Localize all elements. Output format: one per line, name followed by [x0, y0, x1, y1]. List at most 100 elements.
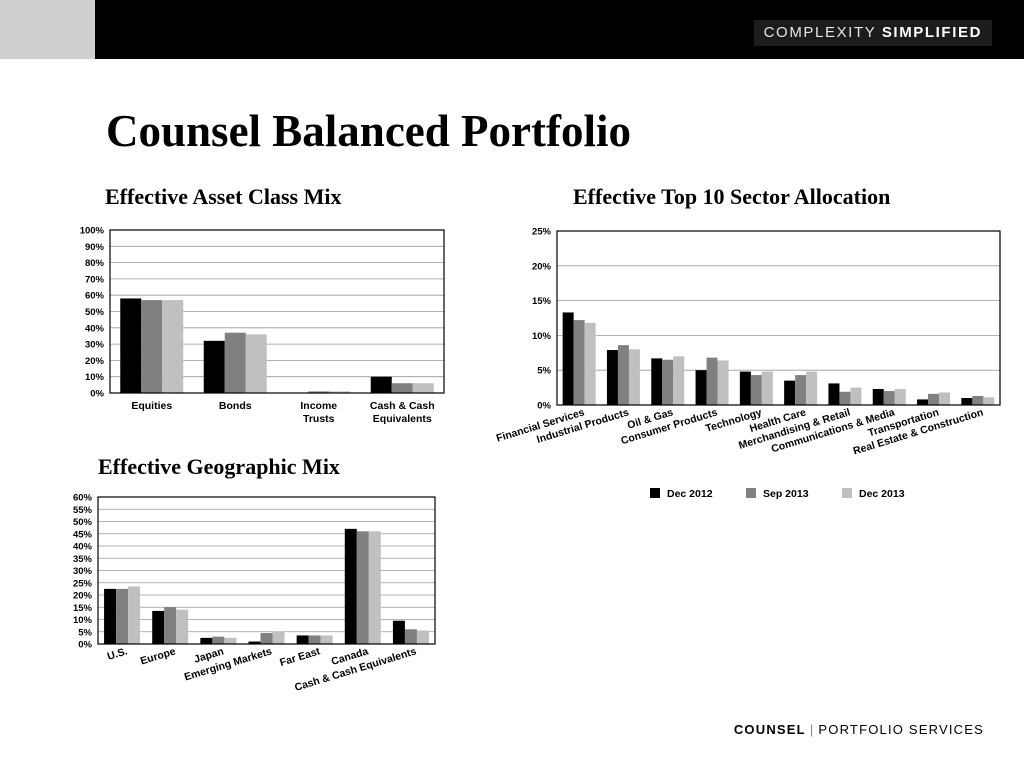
- bar-dec-2012-real-estate-and-construction: [961, 398, 973, 405]
- x-category-label: Equities: [131, 400, 172, 412]
- y-tick-label: 50%: [85, 307, 105, 318]
- bar-dec-2013-cash-and-cash-equivalents: [412, 383, 434, 393]
- bar-dec-2012-cash-and-cash-equivalents: [370, 376, 392, 393]
- bar-dec-2012-financial-services: [562, 312, 574, 405]
- bar-sep-2013-transportation: [928, 393, 940, 405]
- footer-division: PORTFOLIO SERVICES: [818, 722, 984, 737]
- y-tick-label: 20%: [85, 356, 105, 367]
- bar-dec-2013-consumer-products: [717, 360, 729, 405]
- y-tick-label: 15%: [532, 296, 552, 307]
- legend-swatch-dec-2013: [842, 488, 852, 498]
- footer-company: COUNSEL: [733, 722, 806, 737]
- legend-label: Sep 2013: [763, 488, 809, 500]
- bar-dec-2013-transportation: [939, 392, 951, 405]
- y-tick-label: 20%: [532, 261, 552, 272]
- y-tick-label: 0%: [90, 389, 104, 400]
- y-tick-label: 40%: [85, 323, 105, 334]
- bar-dec-2013-europe: [176, 609, 189, 644]
- bar-sep-2013-industrial-products: [617, 345, 629, 405]
- y-tick-label: 30%: [85, 340, 105, 351]
- x-category-label: Europe: [139, 645, 177, 667]
- legend-label: Dec 2012: [667, 488, 713, 500]
- bar-sep-2013-income-trusts: [308, 391, 330, 393]
- x-category-label: U.S.: [106, 645, 129, 662]
- y-tick-label: 0%: [537, 401, 551, 412]
- bar-dec-2012-transportation: [917, 399, 929, 405]
- bar-dec-2012-emerging-markets: [248, 641, 261, 644]
- bar-dec-2012-cash-and-cash-equivalents: [392, 620, 405, 644]
- y-tick-label: 100%: [80, 226, 105, 237]
- top-bar-gray-block: [0, 0, 95, 59]
- legend-swatch-sep-2013: [746, 488, 756, 498]
- bar-dec-2013-merchandising-and-retail: [850, 387, 862, 405]
- y-tick-label: 10%: [73, 615, 93, 626]
- x-category-label: Equivalents: [373, 413, 432, 425]
- bar-dec-2012-industrial-products: [606, 350, 618, 405]
- legend-swatch-dec-2012: [650, 488, 660, 498]
- y-tick-label: 25%: [532, 227, 552, 238]
- x-category-label: Cash & Cash: [370, 400, 435, 412]
- bar-sep-2013-merchandising-and-retail: [839, 391, 851, 405]
- asset-class-chart-title: Effective Asset Class Mix: [105, 184, 342, 209]
- x-category-label: Trusts: [303, 413, 335, 425]
- y-tick-label: 5%: [537, 366, 551, 377]
- bar-dec-2013-bonds: [245, 334, 267, 393]
- bar-sep-2013-oil-and-gas: [662, 359, 674, 405]
- bar-dec-2012-far-east: [296, 635, 309, 644]
- footer-divider: |: [809, 722, 815, 737]
- bar-dec-2013-communications-and-media: [894, 388, 906, 405]
- bar-sep-2013-financial-services: [573, 320, 585, 405]
- bar-dec-2012-europe: [152, 610, 165, 644]
- bar-dec-2012-bonds: [203, 340, 225, 393]
- brand-tagline-right: SIMPLIFIED: [881, 24, 982, 41]
- y-tick-label: 10%: [85, 372, 105, 383]
- y-tick-label: 20%: [73, 591, 93, 602]
- brand-tagline: COMPLEXITY SIMPLIFIED: [753, 20, 992, 46]
- bar-dec-2013-income-trusts: [329, 391, 351, 393]
- bar-dec-2013-japan: [224, 637, 237, 644]
- bar-dec-2013-cash-and-cash-equivalents: [416, 630, 429, 644]
- bar-dec-2013-health-care: [806, 371, 818, 405]
- bar-dec-2012-u-s: [104, 588, 117, 644]
- bar-dec-2013-technology: [761, 371, 773, 405]
- legend-label: Dec 2013: [859, 488, 905, 500]
- bar-dec-2013-emerging-markets: [272, 631, 285, 644]
- bar-sep-2013-u-s: [116, 588, 129, 644]
- y-tick-label: 10%: [532, 331, 552, 342]
- bar-sep-2013-health-care: [795, 375, 807, 405]
- bar-sep-2013-equities: [141, 300, 163, 393]
- bar-dec-2013-equities: [162, 300, 184, 393]
- bar-sep-2013-technology: [750, 375, 762, 405]
- y-tick-label: 90%: [85, 242, 105, 253]
- y-tick-label: 45%: [73, 529, 93, 540]
- bar-sep-2013-cash-and-cash-equivalents: [391, 383, 413, 393]
- bar-sep-2013-consumer-products: [706, 357, 718, 405]
- y-tick-label: 60%: [73, 493, 93, 504]
- page-title: Counsel Balanced Portfolio: [106, 106, 631, 156]
- plot-area-frame: [109, 229, 445, 394]
- bar-sep-2013-cash-and-cash-equivalents: [404, 629, 417, 644]
- geographic-chart-title: Effective Geographic Mix: [98, 454, 340, 479]
- bar-sep-2013-emerging-markets: [260, 632, 273, 644]
- footer-branding: COUNSEL | PORTFOLIO SERVICES: [734, 722, 984, 737]
- sector-chart-title: Effective Top 10 Sector Allocation: [573, 184, 891, 209]
- y-tick-label: 30%: [73, 566, 93, 577]
- bar-dec-2012-equities: [120, 298, 142, 393]
- x-category-label: Bonds: [219, 400, 252, 412]
- plot-area-frame: [97, 496, 436, 645]
- bar-dec-2012-technology: [739, 371, 751, 405]
- bar-dec-2013-financial-services: [584, 322, 596, 405]
- bar-dec-2012-communications-and-media: [872, 388, 884, 405]
- bar-dec-2013-far-east: [320, 635, 333, 644]
- bar-dec-2012-health-care: [784, 380, 796, 405]
- bar-sep-2013-real-estate-and-construction: [972, 395, 984, 405]
- bar-sep-2013-canada: [356, 531, 369, 644]
- bar-sep-2013-far-east: [308, 635, 321, 644]
- y-tick-label: 40%: [73, 542, 93, 553]
- y-tick-label: 5%: [78, 627, 92, 638]
- y-tick-label: 50%: [73, 517, 93, 528]
- y-tick-label: 80%: [85, 258, 105, 269]
